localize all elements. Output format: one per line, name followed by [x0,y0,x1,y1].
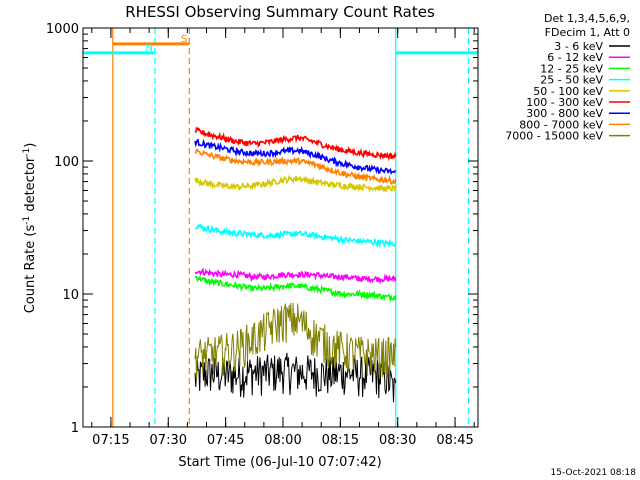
series-line [194,275,397,303]
series-line [194,148,397,185]
y-label-sup2: -1 [22,148,32,157]
legend-header-line-1: Det 1,3,4,5,6,9, [544,12,630,25]
y-label-sup1: -1 [22,216,32,225]
y-label-end: ) [23,143,38,148]
legend-entry-label: 25 - 50 keV [540,74,603,87]
series-line [194,352,397,403]
x-tick-label: 07:45 [207,433,244,448]
flag-label: N [145,43,152,54]
x-axis-label: Start Time (06-Jul-10 07:07:42) [178,455,381,470]
legend-entry-label: 7000 - 15000 keV [505,130,603,143]
series-line [194,223,397,249]
y-tick-label: 1 [71,421,79,436]
x-tick-label: 08:00 [264,433,301,448]
y-label-mid: detector [23,156,38,216]
legend-entry-label: 300 - 800 keV [526,107,603,120]
legend-entry-label: 50 - 100 keV [533,85,603,98]
axis-ticks: 1 10 100 1000 07:15 07:30 07:45 08:00 08:15 08:30… [46,22,478,448]
series-line [194,302,397,380]
footer-timestamp: 15-Oct-2021 08:18 [551,468,637,478]
flag-label: S [181,34,187,45]
y-axis-label: Count Rate (s-1 detector-1) [22,143,38,314]
y-tick-label: 1000 [46,22,79,37]
x-tick-label: 08:15 [322,433,359,448]
series-line [194,267,397,285]
y-tick-label: 100 [54,155,79,170]
axes-frame [82,27,479,428]
series-line [194,138,397,176]
y-tick-label: 10 [62,288,79,303]
legend-header-line-2: FDecim 1, Att 0 [545,26,630,39]
y-label-part: Count Rate (s [23,225,38,314]
legend-entry-label: 6 - 12 keV [547,51,603,64]
legend-entry-label: 800 - 7000 keV [519,118,603,131]
x-tick-label: 08:45 [436,433,473,448]
legend-entry-label: 12 - 25 keV [540,62,603,75]
x-tick-label: 07:30 [150,433,187,448]
legend-entry-label: 100 - 300 keV [526,96,603,109]
series-line [194,126,397,162]
legend-entry-label: 3 - 6 keV [554,40,603,53]
plot-area: SN [83,28,478,427]
chart-title: RHESSI Observing Summary Count Rates [125,3,435,21]
legend: Det 1,3,4,5,6,9, FDecim 1, Att 0 3 - 6 k… [505,12,630,143]
series-line [194,174,397,193]
x-tick-label: 08:30 [379,433,416,448]
x-tick-label: 07:15 [92,433,129,448]
